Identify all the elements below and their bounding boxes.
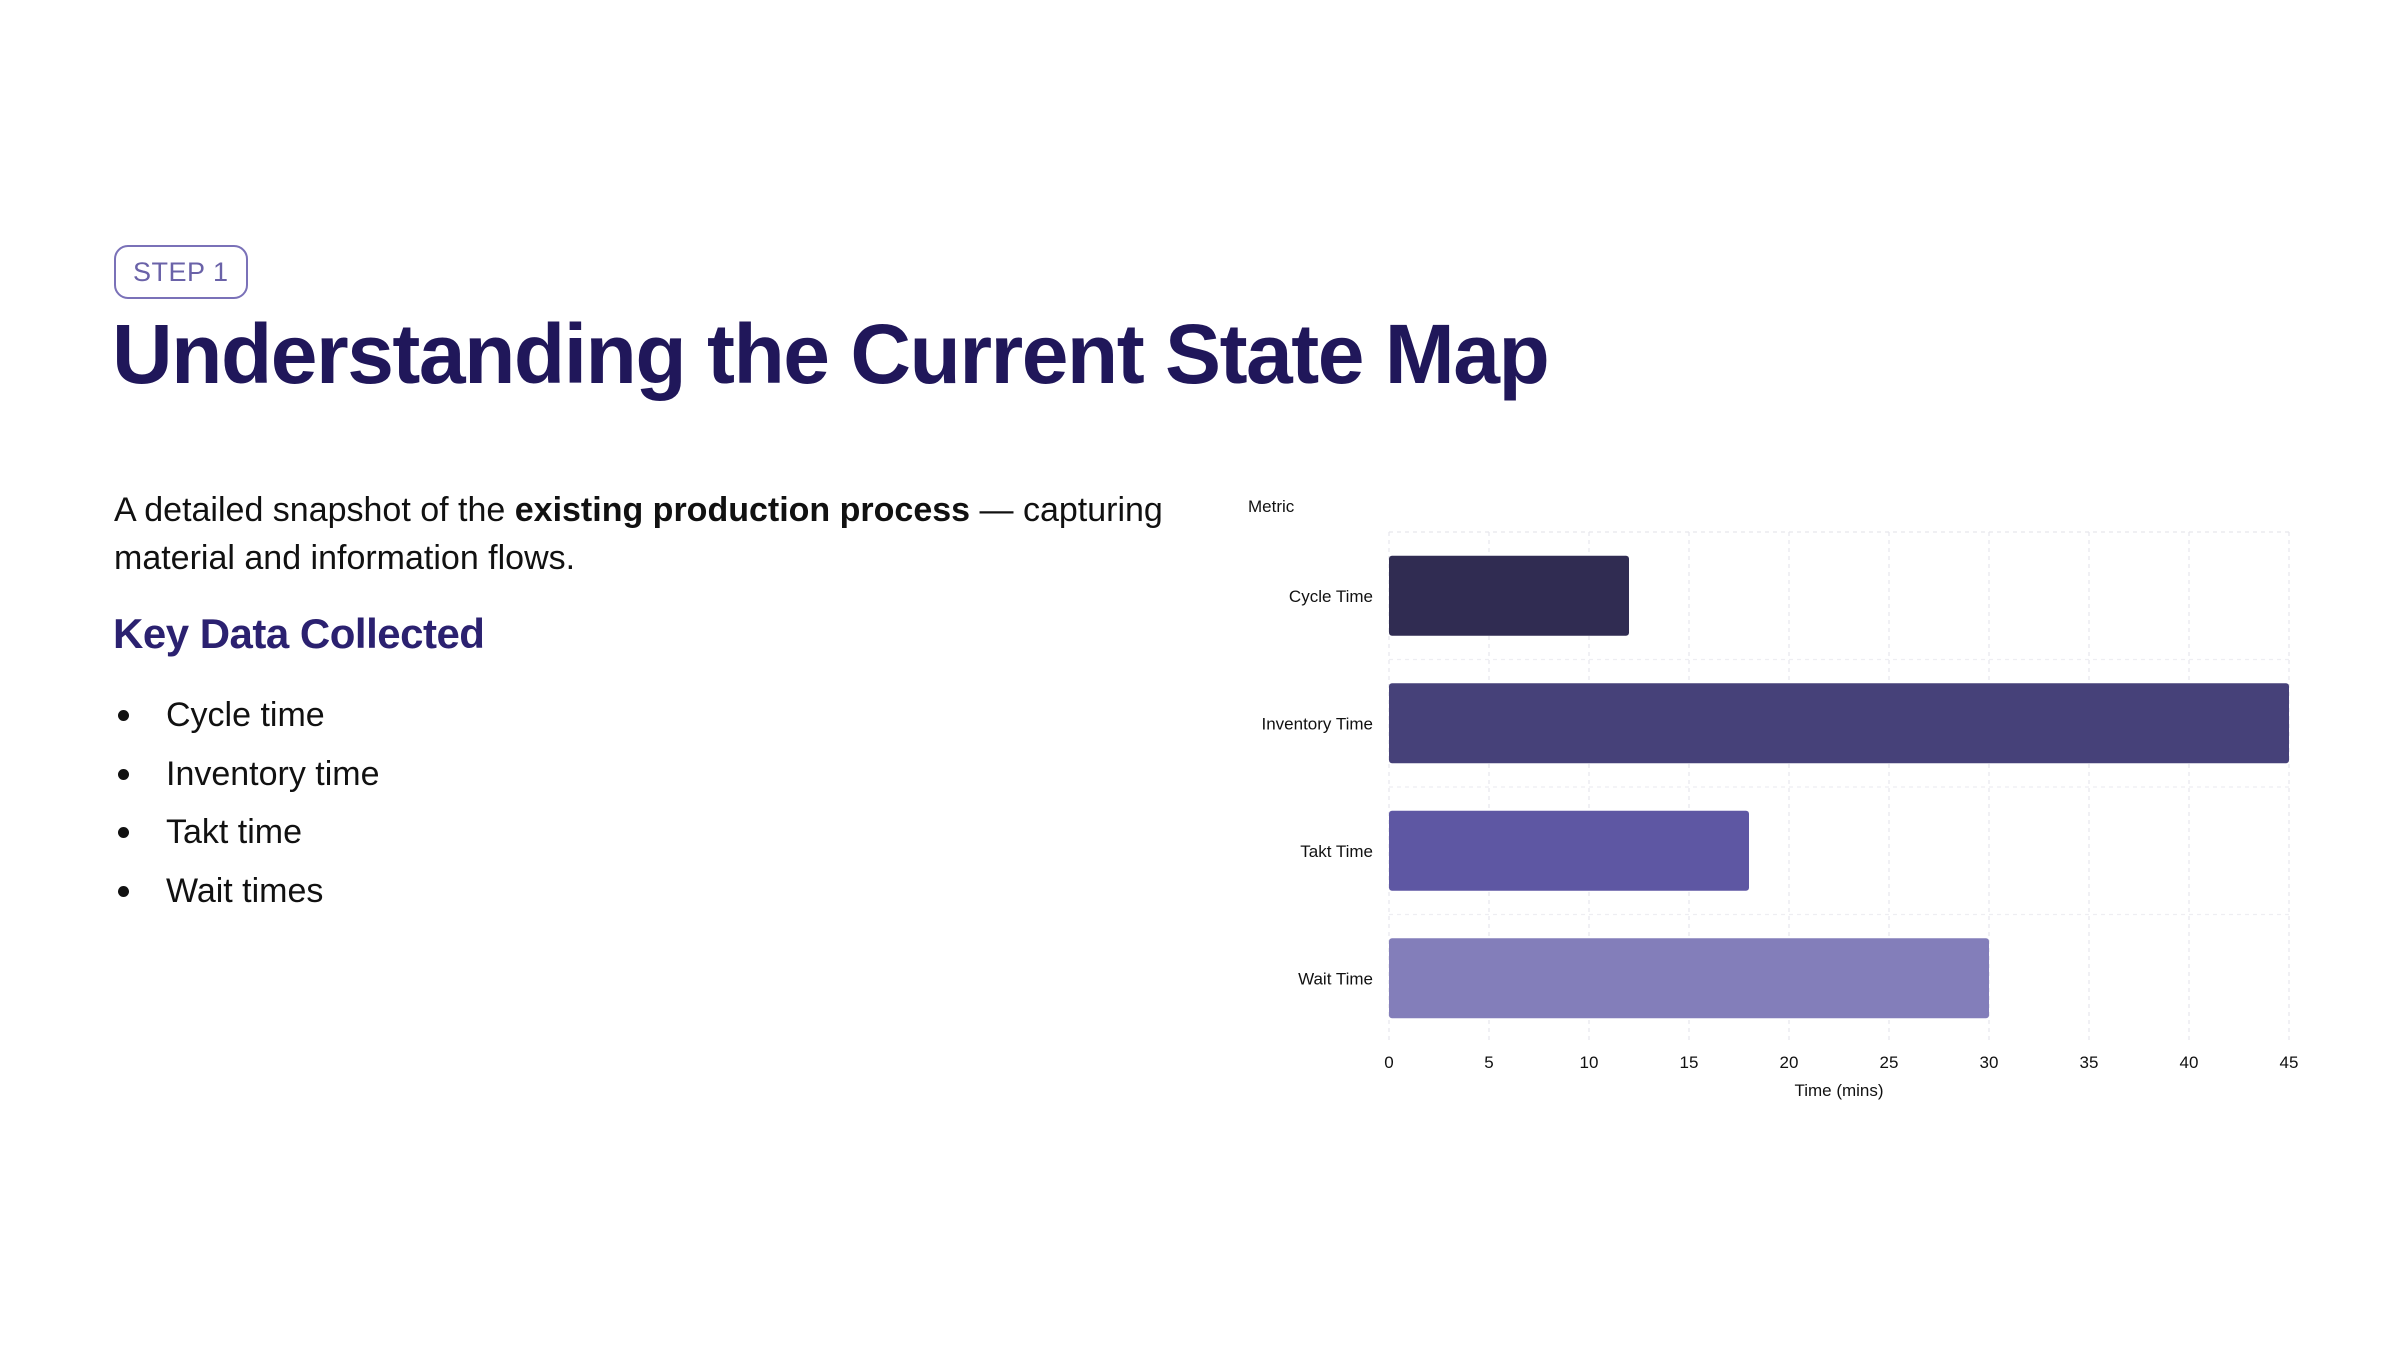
bullet-icon [118,827,129,838]
description-text-before: A detailed snapshot of the [114,491,515,529]
list-item-label: Takt time [166,813,303,851]
list-item-label: Cycle time [166,696,325,734]
bullet-icon [118,768,129,780]
y-axis-title: Metric [1248,497,1295,516]
key-data-list: Cycle time Inventory time Takt time Wait… [114,690,380,924]
x-tick-label: 20 [1780,1053,1799,1072]
list-item: Inventory time [114,749,380,808]
category-label: Inventory Time [1262,714,1374,733]
list-item: Takt time [114,807,380,866]
step-badge-label: STEP 1 [133,256,229,287]
list-item-label: Inventory time [166,754,380,793]
list-item-label: Wait times [166,871,324,910]
x-tick-label: 15 [1680,1053,1699,1072]
bar [1389,555,1629,636]
x-tick-label: 25 [1880,1053,1899,1072]
category-label: Takt Time [1300,842,1373,861]
bar [1389,810,1749,891]
list-item: Cycle time [114,690,380,749]
x-tick-label: 45 [2280,1053,2299,1072]
bullet-icon [118,885,129,897]
category-label: Wait Time [1298,969,1373,988]
time-metrics-chart: Metric Cycle Time Inventory Time Takt Time W… [1248,497,2299,1100]
step-badge: STEP 1 [114,245,248,299]
x-tick-label: 40 [2180,1053,2199,1072]
bar [1389,938,1989,1019]
x-tick-label: 10 [1580,1053,1599,1072]
description-text-after: — capturing material and information flo… [114,491,1163,577]
list-item: Wait times [114,866,380,925]
bullet-icon [118,710,129,721]
x-tick-label: 5 [1484,1053,1493,1072]
x-tick-label: 0 [1384,1053,1393,1072]
x-tick-label: 30 [1980,1053,1999,1072]
x-axis-title: Time (mins) [1794,1081,1883,1100]
description-emphasis: existing production process [514,491,971,529]
category-label: Cycle Time [1289,587,1373,606]
x-tick-label: 35 [2080,1053,2099,1072]
page-title: Understanding the Current State Map [112,307,1550,401]
description: A detailed snapshot of the existing prod… [114,486,1174,582]
key-data-heading: Key Data Collected [113,610,485,657]
bar [1389,683,2289,764]
